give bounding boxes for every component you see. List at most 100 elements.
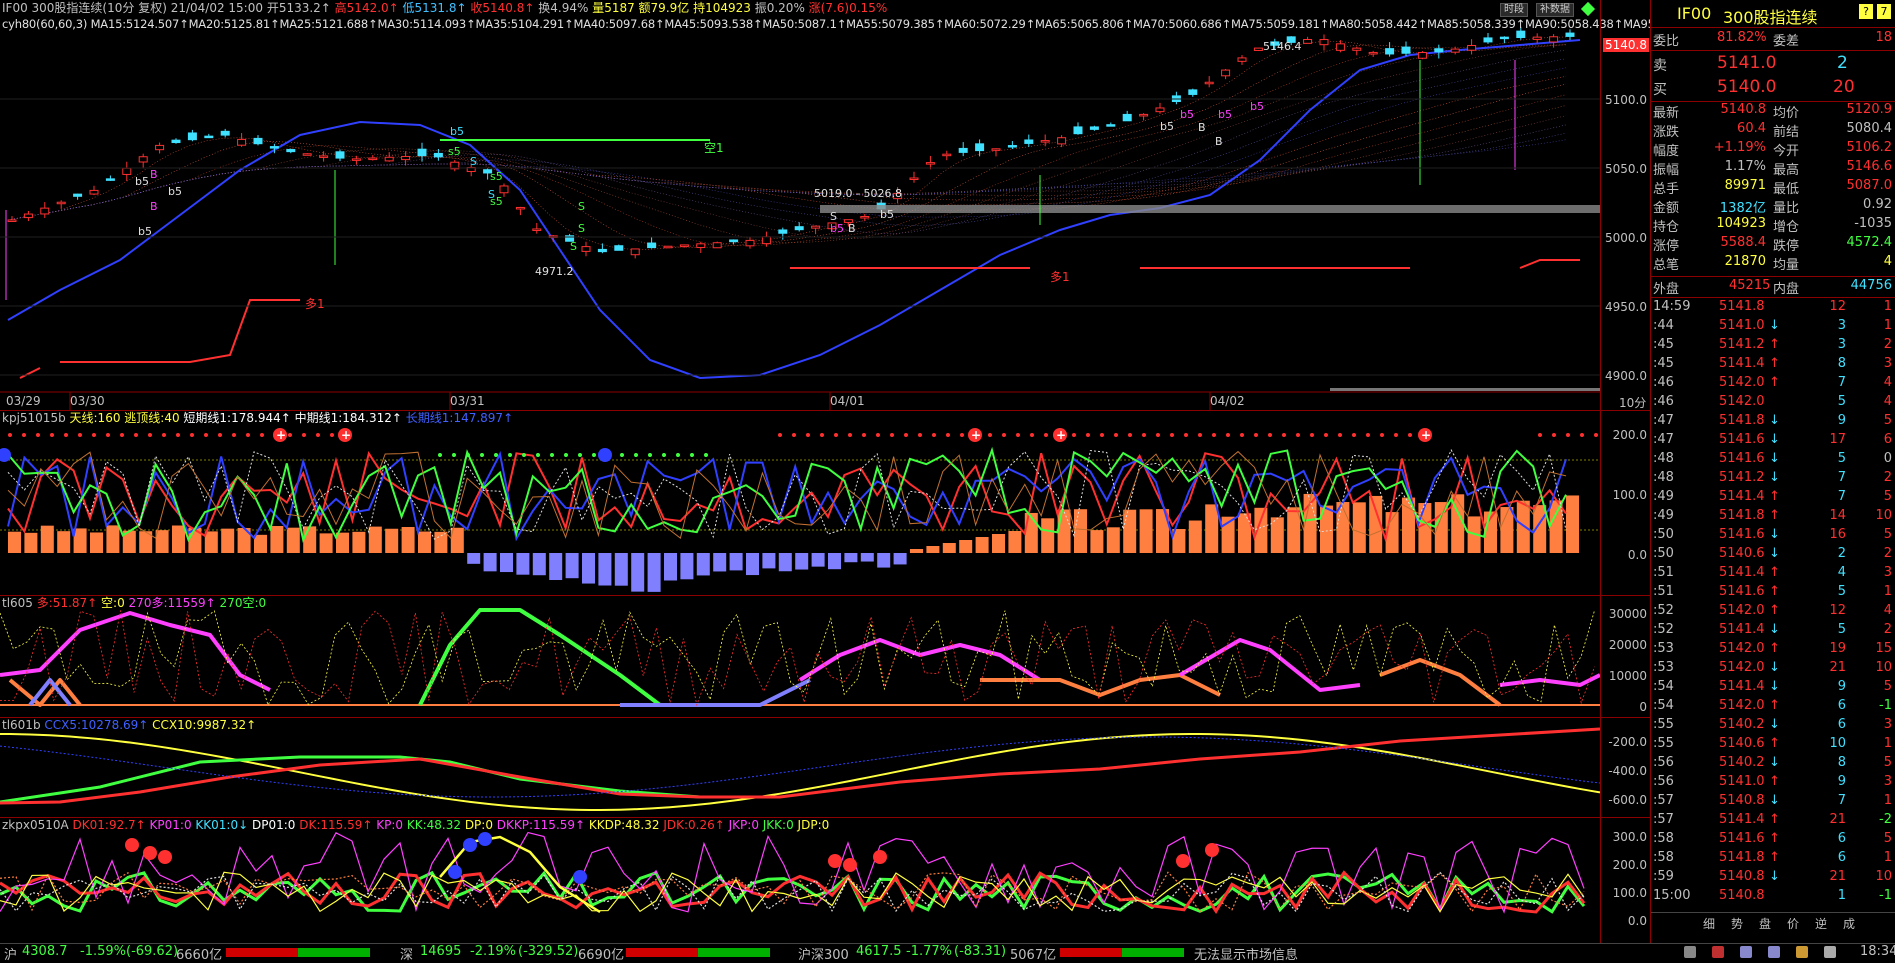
signal-dot bbox=[1198, 433, 1202, 437]
tick-volume: 12 bbox=[1829, 603, 1846, 618]
tl605-indicator-panel[interactable]: tl605 多:51.87↑ 空:0 270多:11559↑ 270空:0 30… bbox=[0, 595, 1650, 718]
histogram-bar bbox=[1024, 512, 1038, 553]
signal-dot bbox=[452, 453, 456, 457]
tick-time: :54 bbox=[1653, 679, 1674, 694]
sz-updown-bar-green bbox=[698, 948, 770, 957]
tick-list[interactable]: 14:59 5141.8 12 1:44 5141.0 ↓ 3 1:45 5141.2 ↑ 3 2:4… bbox=[1651, 299, 1895, 909]
zkpx-line bbox=[0, 870, 1586, 915]
candle-body bbox=[893, 192, 903, 200]
ma-line bbox=[7, 49, 1567, 234]
tick-open-interest: 2 bbox=[1883, 470, 1892, 485]
signal-marker: b5 bbox=[830, 222, 844, 235]
tick-arrow: ↓ bbox=[1769, 679, 1780, 694]
tab-detail[interactable]: 细 bbox=[1703, 917, 1716, 931]
tick-volume: 5 bbox=[1837, 394, 1846, 409]
help-icon[interactable]: ? bbox=[1859, 4, 1873, 19]
tick-time: :50 bbox=[1653, 527, 1674, 542]
zkpx-header-item: KKDP:48.32 bbox=[588, 818, 664, 832]
signal-dot bbox=[1240, 433, 1244, 437]
stat-label: 均量 bbox=[1773, 258, 1800, 273]
signal-dot bbox=[1072, 433, 1076, 437]
buy-plus-icon: + bbox=[971, 428, 981, 442]
candle-body bbox=[647, 242, 657, 249]
tick-time: :55 bbox=[1653, 717, 1674, 732]
histogram-bar bbox=[795, 553, 809, 570]
candle-body bbox=[532, 228, 542, 231]
price-label-5000: 5000.0 bbox=[1605, 231, 1647, 245]
tick-open-interest: 10 bbox=[1875, 869, 1892, 884]
histogram-bar bbox=[729, 553, 743, 571]
tick-time: :46 bbox=[1653, 375, 1674, 390]
tick-open-interest: 15 bbox=[1875, 641, 1892, 656]
tl601-indicator-chart[interactable] bbox=[0, 717, 1600, 817]
candle-body bbox=[1385, 48, 1395, 55]
tick-price: 5141.6 bbox=[1719, 527, 1765, 542]
tick-volume: 9 bbox=[1837, 679, 1846, 694]
ma-line bbox=[7, 40, 1567, 248]
tl605-indicator-chart[interactable] bbox=[0, 595, 1600, 717]
tab-reverse[interactable]: 逆 bbox=[1815, 917, 1828, 931]
tick-row: :51 5141.4 ↑ 4 3 bbox=[1651, 565, 1895, 584]
candle-body bbox=[204, 135, 214, 139]
buy-plus-icon: + bbox=[1421, 428, 1431, 442]
date-label-0402: 04/02 bbox=[1210, 394, 1245, 408]
zkpx-header-item: KK:48.32 bbox=[406, 818, 465, 832]
hs300-updown-bar-green bbox=[1122, 948, 1184, 957]
tick-volume: 5 bbox=[1837, 584, 1846, 599]
signal-dot bbox=[834, 433, 838, 437]
histogram-bar bbox=[1156, 509, 1169, 553]
time-range-button[interactable]: 时段 bbox=[1500, 3, 1528, 17]
zkpx-indicator-chart[interactable] bbox=[0, 817, 1600, 943]
tab-trend[interactable]: 势 bbox=[1731, 917, 1744, 931]
histogram-bar bbox=[680, 553, 694, 580]
toolbar-icon-1[interactable] bbox=[1684, 946, 1696, 958]
tl601-indicator-panel[interactable]: tl601b CCX5:10278.69↑ CCX10:9987.32↑ -20… bbox=[0, 717, 1650, 818]
tl605-header-item: 多:51.87↑ bbox=[36, 596, 102, 610]
tick-arrow: ↓ bbox=[1769, 470, 1780, 485]
zkpx-indicator-panel[interactable]: zkpx0510A DK01:92.7↑ KP01:0 KK01:0↓ DP01… bbox=[0, 817, 1650, 943]
candle-body bbox=[155, 144, 165, 151]
histogram-bar bbox=[336, 532, 349, 553]
contract-code: IF00 bbox=[1677, 4, 1712, 23]
zkpx-axis-200: 200.0 bbox=[1612, 858, 1647, 872]
histogram-bar bbox=[73, 528, 87, 553]
tick-time: :53 bbox=[1653, 660, 1674, 675]
tab-price[interactable]: 价 bbox=[1787, 917, 1800, 931]
toolbar-icon-5[interactable] bbox=[1796, 946, 1808, 958]
ma-line bbox=[7, 83, 1567, 221]
tick-price: 5141.4 bbox=[1719, 812, 1765, 827]
buy-plus-icon bbox=[338, 428, 352, 442]
tab-book[interactable]: 盘 bbox=[1759, 917, 1772, 931]
toolbar-icon-4[interactable] bbox=[1768, 946, 1780, 958]
histogram-bar bbox=[172, 525, 185, 553]
kpj-indicator-panel[interactable]: + + + + + kpj51015b 天线:160 逃顶线:40 短期线1:178.9… bbox=[0, 410, 1650, 596]
tick-open-interest: 10 bbox=[1875, 508, 1892, 523]
tick-volume: 8 bbox=[1837, 755, 1846, 770]
tick-price: 5141.8 bbox=[1719, 413, 1765, 428]
histogram-bar bbox=[598, 553, 612, 586]
toolbar-icon-2[interactable] bbox=[1712, 946, 1724, 958]
histogram-bar bbox=[1205, 504, 1219, 553]
tick-row: 14:59 5141.8 12 1 bbox=[1651, 299, 1895, 318]
tab-deal[interactable]: 成 bbox=[1843, 917, 1856, 931]
tick-price: 5141.0 bbox=[1719, 318, 1765, 333]
stat-value: 4572.4 bbox=[1846, 235, 1893, 250]
sell-minus-icon bbox=[598, 448, 612, 462]
settings-icon[interactable]: 7 bbox=[1877, 4, 1891, 19]
stat-value: 21870 bbox=[1724, 254, 1766, 269]
sz-amount: 6690亿 bbox=[578, 948, 625, 963]
tick-time: :57 bbox=[1653, 793, 1674, 808]
stat-value: 1382亿 bbox=[1719, 201, 1766, 216]
kpj-indicator-chart[interactable]: + + + + + bbox=[0, 410, 1600, 595]
backfill-data-button[interactable]: 补数据 bbox=[1536, 3, 1574, 17]
toolbar-icon-6[interactable] bbox=[1824, 946, 1836, 958]
toolbar-icon-3[interactable] bbox=[1740, 946, 1752, 958]
price-label-4900: 4900.0 bbox=[1605, 369, 1647, 383]
ohlc-item: 低5131.8↑ bbox=[402, 1, 471, 15]
candle-body bbox=[1122, 113, 1132, 122]
candle-body bbox=[171, 139, 181, 144]
histogram-bar bbox=[910, 549, 923, 553]
tick-time: :52 bbox=[1653, 622, 1674, 637]
